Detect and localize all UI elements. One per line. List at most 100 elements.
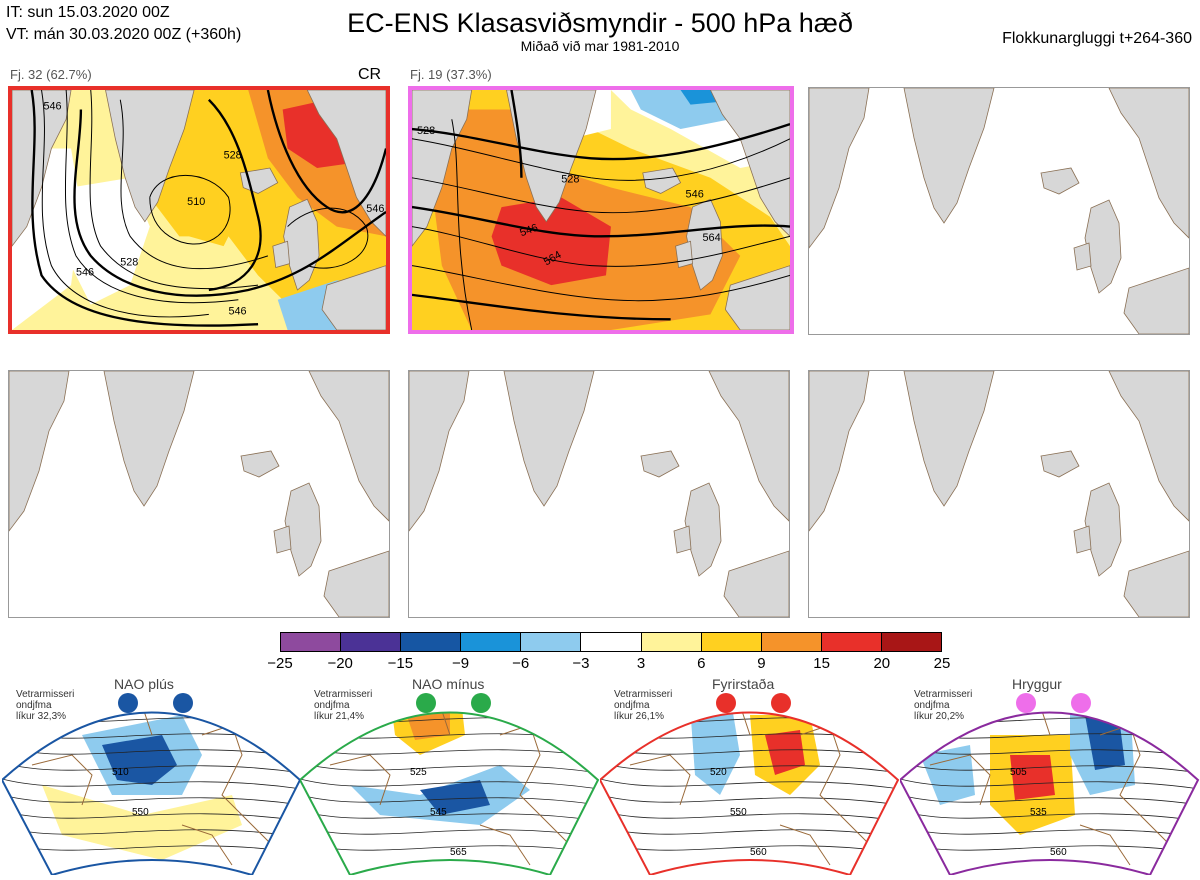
coastline [629, 712, 871, 866]
cluster-2-contour-546b: 546 [686, 188, 704, 200]
regime-info: Vetrarmisseri ondjfma líkur 26,1% [614, 689, 672, 722]
valid-time: VT: mán 30.03.2020 00Z (+360h) [6, 26, 242, 43]
anomaly-fill [42, 785, 242, 860]
regime-outline [0, 711, 302, 877]
page-title: EC-ENS Klasasviðsmyndir - 500 hPa hæð [347, 8, 853, 38]
height-contour [2, 778, 300, 790]
regime-contour-label: 520 [710, 767, 727, 778]
regime-panel: 520 550 560 Fyrirstaða Vetrarmisseri ondjfma l… [598, 675, 900, 877]
regime-map: 525 545 565 [298, 693, 600, 877]
cluster-1-contour-546d: 546 [43, 101, 61, 113]
regime-info: Vetrarmisseri ondjfma líkur 32,3% [16, 689, 74, 722]
anomaly-fill [1085, 715, 1125, 770]
height-contour [300, 762, 598, 774]
colorbar-tick-label: 9 [757, 655, 766, 672]
height-contour [600, 778, 898, 790]
anomaly-fill [420, 780, 490, 815]
height-contour [900, 794, 1198, 806]
cluster-4-map [8, 370, 390, 618]
cluster-1-contour-546c: 546 [366, 203, 384, 215]
colorbar-swatch [341, 633, 402, 651]
height-contour [900, 810, 1198, 822]
colorbar-swatch [581, 633, 642, 651]
cluster-2-map: 528 546 564 546 528 564 [408, 86, 794, 334]
anomaly-fill [920, 745, 975, 805]
cluster-1-contour-510: 510 [187, 196, 205, 208]
height-contour [2, 826, 300, 838]
regime-outline [898, 711, 1200, 877]
height-contour [600, 810, 898, 822]
colorbar-tick-label: −25 [267, 655, 293, 672]
colorbar [280, 632, 942, 652]
regime-contour-label: 545 [430, 807, 447, 818]
regime-contour-label: 565 [450, 847, 467, 858]
colorbar-swatch [641, 633, 702, 651]
regime-info-line: líkur 26,1% [614, 711, 665, 722]
regime-title: NAO mínus [412, 676, 485, 692]
height-contour [300, 826, 598, 838]
cluster-5-map [408, 370, 790, 618]
cluster-6-map [808, 370, 1190, 618]
cluster-window: Flokkunargluggi t+264-360 [1002, 30, 1192, 47]
regime-contour-label: 525 [410, 767, 427, 778]
cluster-2-label: Fj. 19 (37.3%) [410, 67, 492, 82]
cluster-2-contour-528b: 528 [561, 174, 579, 186]
regime-marker-dot [1071, 693, 1091, 713]
colorbar-tick-label: 25 [933, 655, 951, 672]
colorbar-swatch [881, 633, 942, 651]
cluster-2-contour-528a: 528 [417, 125, 435, 137]
regime-info-line: ondjfma [314, 700, 350, 711]
height-contour [900, 762, 1198, 774]
height-contour [2, 810, 300, 822]
cluster-1-label: Fj. 32 (62.7%) [10, 67, 92, 82]
colorbar-tick-label: 15 [813, 655, 830, 672]
colorbar-tick-label: 20 [873, 655, 891, 672]
colorbar-tick-label: −9 [451, 655, 470, 672]
regime-info-line: Vetrarmisseri [314, 689, 373, 700]
height-contour [900, 826, 1198, 838]
colorbar-tick-label: −3 [572, 655, 590, 672]
anomaly-fill [1010, 755, 1055, 800]
coastline [929, 712, 1171, 866]
colorbar-swatch [401, 633, 462, 651]
regime-contour-label: 560 [750, 847, 767, 858]
regime-marker-dot [118, 693, 138, 713]
regime-contour-label: 550 [132, 807, 149, 818]
coastline [31, 712, 273, 866]
initial-time: IT: sun 15.03.2020 00Z [6, 4, 170, 21]
anomaly-fill [765, 730, 805, 775]
cluster-1-regime-tag: CR [358, 66, 382, 83]
colorbar-swatch [521, 633, 582, 651]
regime-map: 510 550 [0, 693, 302, 877]
regime-info: Vetrarmisseri ondjfma líkur 21,4% [314, 689, 372, 722]
regime-info-line: líkur 32,3% [16, 711, 67, 722]
cluster-1-contour-528b: 528 [120, 257, 138, 269]
regime-info-line: ondjfma [914, 700, 950, 711]
cluster-1-map: 510 528 528 546 546 546 546 [8, 86, 390, 334]
regime-info-line: ondjfma [614, 700, 650, 711]
cluster-2-contour-564b: 564 [702, 232, 720, 244]
colorbar-swatch [461, 633, 522, 651]
colorbar-tick-label: −20 [327, 655, 353, 672]
cluster-1-contour-528a: 528 [224, 149, 242, 161]
regime-title: Hryggur [1012, 676, 1062, 692]
regime-contour-label: 510 [112, 767, 129, 778]
height-contour [600, 794, 898, 806]
regime-marker-dot [716, 693, 736, 713]
colorbar-swatch [281, 633, 342, 651]
regime-panel: 510 550 NAO plús Vetrarmisseri ondjfma líkur … [0, 675, 302, 877]
regime-info-line: Vetrarmisseri [614, 689, 673, 700]
height-contour [300, 810, 598, 822]
height-contour [900, 778, 1198, 790]
regime-info: Vetrarmisseri ondjfma líkur 20,2% [914, 689, 972, 722]
colorbar-swatch [701, 633, 762, 651]
regime-contour-label: 550 [730, 807, 747, 818]
cluster-3-map [808, 87, 1190, 335]
regime-marker-dot [1016, 693, 1036, 713]
regime-map: 505 535 560 [898, 693, 1200, 877]
regime-marker-dot [416, 693, 436, 713]
regime-info-line: líkur 21,4% [314, 711, 365, 722]
colorbar-tick-label: −6 [512, 655, 530, 672]
regime-contour-label: 535 [1030, 807, 1047, 818]
cluster-2-contour-546a: 546 [518, 222, 539, 239]
